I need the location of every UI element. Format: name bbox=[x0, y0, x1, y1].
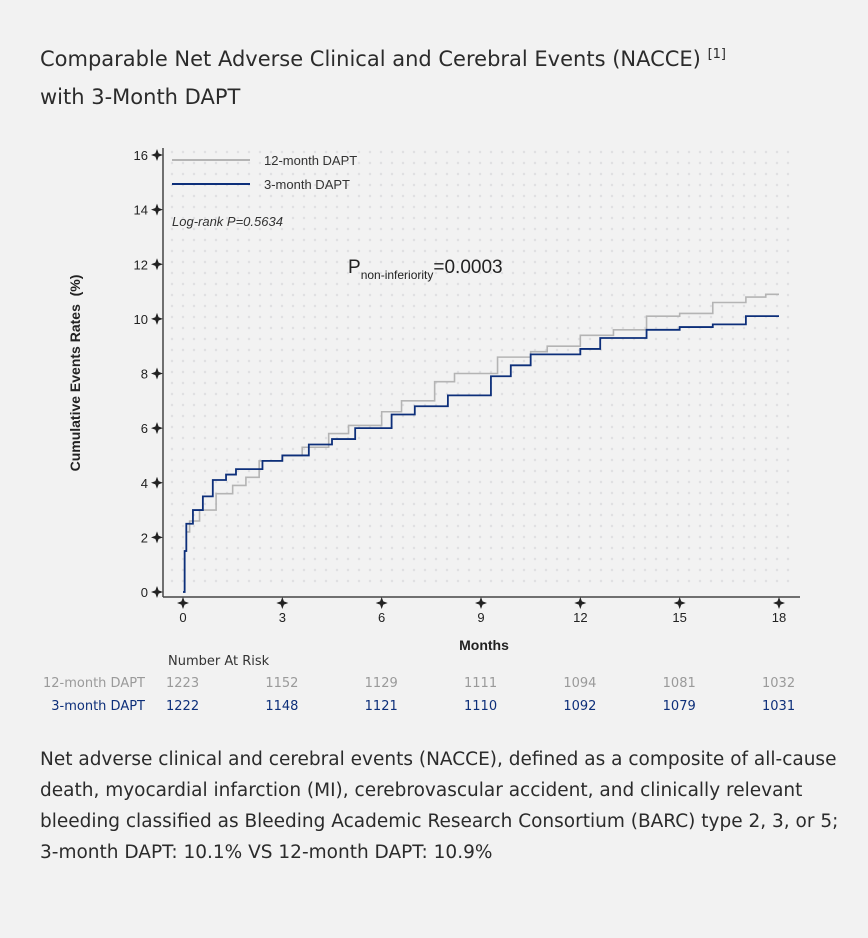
risk-row-label: 3-month DAPT bbox=[51, 699, 145, 714]
y-tick-label: 2 bbox=[141, 530, 148, 545]
x-tick-marker bbox=[574, 597, 587, 609]
risk-value: 1031 bbox=[762, 699, 796, 714]
legend-label-3-month: 3-month DAPT bbox=[264, 177, 350, 192]
grid bbox=[170, 150, 790, 583]
y-tick-label: 16 bbox=[134, 148, 148, 163]
risk-value: 1121 bbox=[364, 699, 398, 714]
y-tick-marker bbox=[151, 531, 163, 544]
y-tick-marker bbox=[151, 422, 163, 435]
risk-value: 1222 bbox=[166, 699, 200, 714]
x-tick-label: 18 bbox=[772, 610, 786, 625]
x-tick-marker bbox=[673, 597, 686, 609]
risk-value: 1129 bbox=[364, 676, 398, 691]
y-tick-marker bbox=[151, 203, 163, 216]
x-tick-marker bbox=[276, 597, 289, 609]
risk-value: 1223 bbox=[166, 676, 200, 691]
x-axis-label: Months bbox=[459, 637, 509, 653]
risk-table-header: Number At Risk bbox=[168, 654, 270, 669]
risk-value: 1111 bbox=[464, 676, 498, 691]
x-tick-label: 0 bbox=[179, 610, 186, 625]
y-tick-label: 14 bbox=[134, 203, 148, 218]
risk-value: 1148 bbox=[265, 699, 299, 714]
title-line2: with 3-Month DAPT bbox=[40, 85, 241, 109]
y-tick-marker bbox=[151, 476, 163, 489]
axes: 0 2 4 6 8 10 12 14 16 0 3 6 9 12 15 18 bbox=[134, 148, 800, 625]
x-tick-marker bbox=[475, 597, 487, 609]
x-tick-marker bbox=[375, 597, 388, 609]
y-tick-marker bbox=[151, 367, 163, 380]
km-curve-3-month bbox=[183, 315, 779, 593]
x-tick-marker bbox=[773, 597, 785, 609]
y-tick-marker bbox=[151, 258, 163, 271]
title-reference: [1] bbox=[707, 47, 726, 62]
legend-label-12-month: 12-month DAPT bbox=[264, 153, 357, 168]
km-curve-12-month bbox=[183, 293, 779, 593]
y-tick-label: 12 bbox=[134, 257, 148, 272]
y-tick-marker bbox=[151, 312, 163, 325]
y-tick-label: 4 bbox=[141, 476, 148, 491]
x-tick-marker bbox=[177, 597, 189, 609]
risk-value: 1032 bbox=[762, 676, 796, 691]
risk-value: 1092 bbox=[563, 699, 597, 714]
x-tick-label: 9 bbox=[477, 610, 484, 625]
km-chart: 0 2 4 6 8 10 12 14 16 0 3 6 9 12 15 18 12-month DAPT 3-… bbox=[67, 148, 800, 653]
risk-value: 1152 bbox=[265, 676, 299, 691]
y-axis-label: Cumulative Events Rates (%) bbox=[67, 275, 83, 472]
x-tick-label: 15 bbox=[672, 610, 686, 625]
risk-value: 1094 bbox=[563, 676, 597, 691]
curves bbox=[183, 293, 779, 593]
y-tick-label: 10 bbox=[134, 312, 148, 327]
x-tick-label: 3 bbox=[279, 610, 286, 625]
y-tick-marker bbox=[151, 149, 163, 161]
p-noninferiority-annotation: Pnon-inferiority=0.0003 bbox=[348, 257, 503, 282]
x-tick-label: 6 bbox=[378, 610, 385, 625]
x-tick-label: 12 bbox=[573, 610, 587, 625]
page-title: Comparable Net Adverse Clinical and Cere… bbox=[40, 36, 840, 116]
y-tick-label: 8 bbox=[141, 367, 148, 382]
y-tick-label: 6 bbox=[141, 421, 148, 436]
y-tick-marker bbox=[151, 586, 163, 598]
risk-value: 1081 bbox=[662, 676, 696, 691]
grid-dots bbox=[170, 150, 790, 583]
legend: 12-month DAPT 3-month DAPT bbox=[172, 153, 357, 192]
title-text: Comparable Net Adverse Clinical and Cere… bbox=[40, 47, 701, 71]
y-tick-label: 0 bbox=[141, 585, 148, 600]
caption: Net adverse clinical and cerebral events… bbox=[40, 749, 839, 863]
logrank-annotation: Log-rank P=0.5634 bbox=[172, 214, 283, 229]
risk-row-label: 12-month DAPT bbox=[42, 676, 145, 691]
risk-value: 1079 bbox=[662, 699, 696, 714]
risk-value: 1110 bbox=[464, 699, 498, 714]
